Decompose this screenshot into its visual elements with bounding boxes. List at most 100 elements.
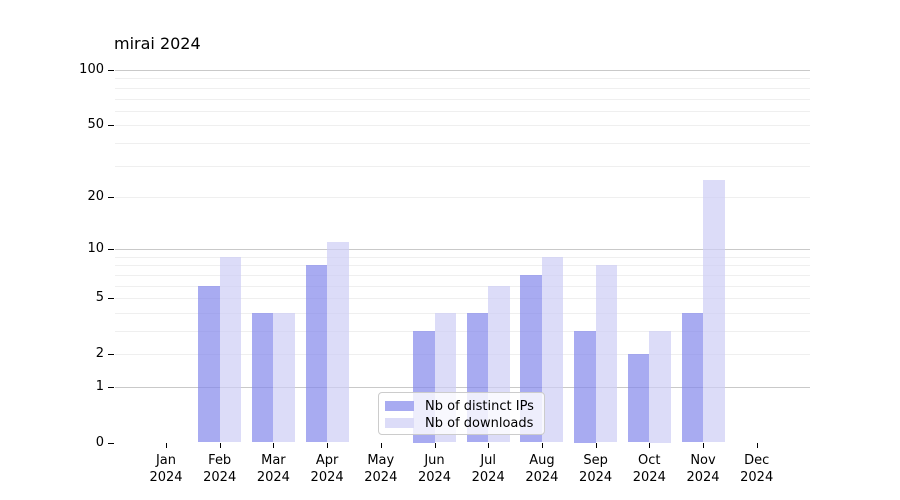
x-tick-mark xyxy=(327,443,329,448)
x-tick-month: Sep xyxy=(583,453,608,468)
legend-label-distinct-ips: Nb of distinct IPs xyxy=(425,398,534,414)
y-tick-label: 20 xyxy=(87,188,104,204)
minor-gridline xyxy=(115,87,810,89)
minor-gridline xyxy=(115,78,810,80)
x-tick-month: Oct xyxy=(638,453,661,468)
y-tick-mark xyxy=(108,70,114,71)
x-tick-label: Dec 2024 xyxy=(729,452,785,486)
major-gridline xyxy=(115,387,810,388)
x-tick-month: Jul xyxy=(480,453,497,468)
x-tick-month: Nov xyxy=(690,453,716,468)
minor-gridline xyxy=(115,165,810,167)
x-tick-year: 2024 xyxy=(740,470,774,485)
x-tick-mark xyxy=(273,443,275,448)
x-tick-mark xyxy=(434,443,436,448)
y-tick-mark xyxy=(108,196,114,198)
y-tick-mark xyxy=(108,249,114,251)
x-tick-year: 2024 xyxy=(149,470,183,485)
major-gridline xyxy=(115,70,810,71)
x-tick-month: Aug xyxy=(529,453,555,468)
x-tick-year: 2024 xyxy=(310,470,344,485)
legend-item-distinct-ips: Nb of distinct IPs xyxy=(385,398,537,414)
x-tick-mark xyxy=(703,443,704,448)
y-tick-label: 0 xyxy=(95,435,104,450)
x-tick-year: 2024 xyxy=(203,470,237,485)
x-tick-month: Dec xyxy=(744,453,770,468)
bar-downloads xyxy=(541,256,564,443)
bar-distinct-ips xyxy=(198,285,220,443)
bar-distinct-ips xyxy=(305,265,328,443)
minor-gridline xyxy=(115,265,810,267)
minor-gridline xyxy=(115,331,810,332)
x-tick-mark xyxy=(595,443,597,448)
x-tick-label: Nov 2024 xyxy=(675,452,731,486)
bar-downloads xyxy=(219,256,242,443)
x-tick-month: Jun xyxy=(424,453,445,468)
x-tick-label: Mar 2024 xyxy=(245,452,301,486)
bar-distinct-ips xyxy=(681,312,703,443)
x-tick-mark xyxy=(219,443,221,448)
y-tick-label: 2 xyxy=(95,346,104,362)
x-tick-label: May 2024 xyxy=(353,452,409,486)
x-tick-year: 2024 xyxy=(471,470,505,485)
bar-downloads xyxy=(595,265,618,443)
x-tick-month: Apr xyxy=(315,453,339,468)
minor-gridline xyxy=(115,196,810,198)
chart-title: mirai 2024 xyxy=(114,34,201,53)
minor-gridline xyxy=(115,285,810,287)
bar-distinct-ips xyxy=(574,331,596,443)
y-tick-mark xyxy=(108,298,114,300)
x-tick-month: Mar xyxy=(261,453,286,468)
x-tick-month: Jan xyxy=(155,453,177,468)
x-tick-label: Oct 2024 xyxy=(621,452,677,486)
minor-gridline xyxy=(115,142,810,144)
x-tick-label: Jun 2024 xyxy=(407,452,463,486)
minor-gridline xyxy=(115,298,810,300)
legend-item-downloads: Nb of downloads xyxy=(385,415,537,431)
x-tick-label: Sep 2024 xyxy=(568,452,624,486)
x-tick-label: Aug 2024 xyxy=(514,452,570,486)
minor-gridline xyxy=(115,110,810,112)
x-tick-label: Feb 2024 xyxy=(192,452,248,486)
x-tick-label: Jul 2024 xyxy=(460,452,516,486)
y-tick-mark xyxy=(108,125,114,127)
x-tick-month: Feb xyxy=(208,453,232,468)
minor-gridline xyxy=(115,312,810,314)
x-tick-mark xyxy=(488,443,490,448)
x-tick-mark xyxy=(541,443,543,448)
y-tick-mark xyxy=(108,387,114,388)
y-tick-label: 5 xyxy=(95,290,104,306)
bar-downloads xyxy=(327,242,349,443)
x-tick-year: 2024 xyxy=(632,470,666,485)
bar-downloads xyxy=(649,331,671,443)
bar-downloads xyxy=(273,312,295,443)
minor-gridline xyxy=(115,256,810,258)
x-tick-mark xyxy=(380,443,382,448)
bar-downloads xyxy=(703,179,725,443)
y-tick-mark xyxy=(108,354,114,356)
y-tick-mark xyxy=(108,443,114,444)
y-tick-label: 1 xyxy=(95,379,104,394)
x-tick-year: 2024 xyxy=(686,470,720,485)
x-tick-year: 2024 xyxy=(256,470,290,485)
y-tick-label: 50 xyxy=(87,117,104,133)
minor-gridline xyxy=(115,354,810,356)
x-tick-mark xyxy=(649,443,651,448)
minor-gridline xyxy=(115,98,810,100)
legend-label-downloads: Nb of downloads xyxy=(425,415,534,431)
x-tick-year: 2024 xyxy=(364,470,398,485)
minor-gridline xyxy=(115,274,810,276)
y-tick-label: 100 xyxy=(79,62,104,77)
x-tick-label: Jan 2024 xyxy=(138,452,194,486)
x-tick-label: Apr 2024 xyxy=(299,452,355,486)
x-tick-month: May xyxy=(367,453,395,468)
x-tick-mark xyxy=(756,443,758,448)
legend: Nb of distinct IPs Nb of downloads xyxy=(378,392,545,435)
legend-swatch-distinct-ips-icon xyxy=(385,401,414,411)
x-tick-mark xyxy=(166,443,167,448)
bar-distinct-ips xyxy=(627,354,650,443)
legend-swatch-downloads-icon xyxy=(385,418,414,428)
y-tick-label: 10 xyxy=(87,241,104,257)
x-tick-year: 2024 xyxy=(579,470,613,485)
bar-distinct-ips xyxy=(251,312,274,443)
